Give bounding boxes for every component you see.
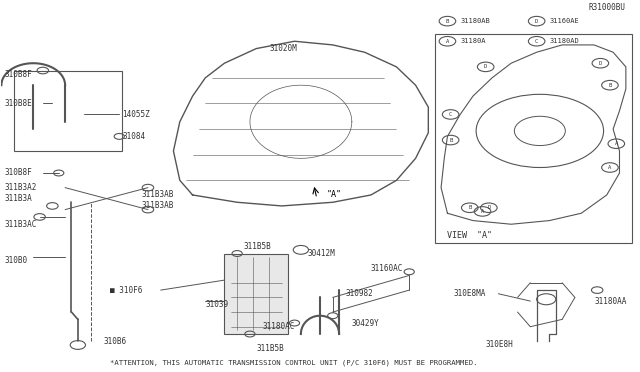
Text: A: A	[481, 209, 484, 214]
Text: 311B3AB: 311B3AB	[141, 190, 174, 199]
Text: 31084: 31084	[122, 132, 145, 141]
Text: D: D	[487, 205, 490, 210]
Text: D: D	[535, 19, 538, 24]
Text: B: B	[468, 205, 472, 210]
Text: 31180AA: 31180AA	[594, 296, 627, 305]
Text: 30429Y: 30429Y	[352, 318, 380, 327]
Text: ■ 310F6: ■ 310F6	[109, 286, 142, 295]
Text: B: B	[608, 83, 612, 88]
Text: 31020M: 31020M	[269, 44, 297, 53]
Text: 311B3A: 311B3A	[4, 194, 33, 203]
Text: 31180A: 31180A	[460, 38, 486, 44]
Text: D: D	[599, 61, 602, 66]
FancyBboxPatch shape	[14, 71, 122, 151]
Text: 310982: 310982	[346, 289, 373, 298]
Text: *ATTENTION, THIS AUTOMATIC TRANSMISSION CONTROL UNIT (P/C 310F6) MUST BE PROGRAM: *ATTENTION, THIS AUTOMATIC TRANSMISSION …	[109, 360, 477, 366]
Text: 31180AD: 31180AD	[549, 38, 579, 44]
Text: 311B5B: 311B5B	[256, 344, 284, 353]
Text: B: B	[446, 19, 449, 24]
Text: A: A	[608, 165, 612, 170]
Text: "A": "A"	[326, 190, 341, 199]
Text: 311B3A2: 311B3A2	[4, 183, 37, 192]
Text: A: A	[446, 39, 449, 44]
Text: B: B	[449, 138, 452, 142]
Text: 31160AC: 31160AC	[371, 264, 403, 273]
Text: VIEW  "A": VIEW "A"	[447, 231, 492, 240]
Text: C: C	[535, 39, 538, 44]
Text: 311B5B: 311B5B	[244, 242, 271, 251]
Text: 31039: 31039	[205, 300, 228, 309]
Text: 310E8MA: 310E8MA	[454, 289, 486, 298]
Text: 310B8F: 310B8F	[4, 70, 33, 79]
FancyBboxPatch shape	[225, 253, 288, 334]
Text: C: C	[449, 112, 452, 117]
Text: 310B8E: 310B8E	[4, 99, 33, 108]
Text: D: D	[484, 64, 487, 69]
FancyBboxPatch shape	[435, 34, 632, 243]
Text: 310B6: 310B6	[103, 337, 127, 346]
Text: 31180AC: 31180AC	[262, 322, 294, 331]
Text: R31000BU: R31000BU	[589, 3, 626, 12]
Text: 310B8F: 310B8F	[4, 169, 33, 177]
Text: 31180AB: 31180AB	[460, 18, 490, 24]
Text: 30412M: 30412M	[307, 249, 335, 258]
Text: A: A	[614, 141, 618, 146]
Text: 311B3AB: 311B3AB	[141, 201, 174, 211]
Text: 14055Z: 14055Z	[122, 110, 150, 119]
Text: 310E8H: 310E8H	[486, 340, 513, 350]
Text: 311B3AC: 311B3AC	[4, 220, 37, 229]
Text: 31160AE: 31160AE	[549, 18, 579, 24]
Text: 310B0: 310B0	[4, 256, 28, 265]
